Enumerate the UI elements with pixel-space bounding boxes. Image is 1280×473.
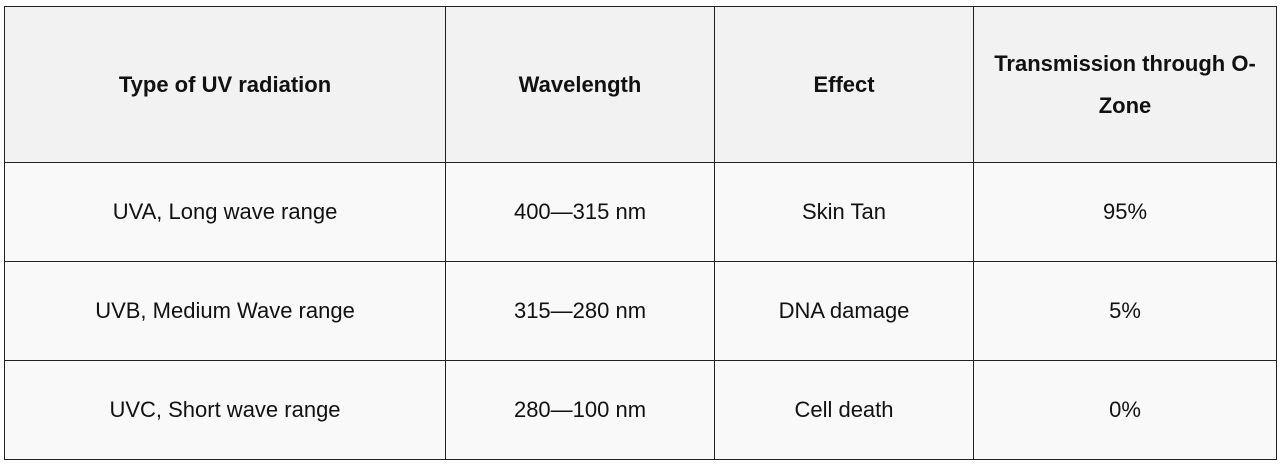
table-cell: 280—100 nm (445, 360, 715, 460)
table-cell: 5% (973, 261, 1277, 361)
table-cell: Skin Tan (714, 162, 974, 262)
table-body: UVA, Long wave range 400—315 nm Skin Tan 95… (4, 162, 1277, 460)
header-cell: Wavelength (445, 6, 715, 163)
header-cell: Type of UV radiation (4, 6, 446, 163)
table-row: UVC, Short wave range 280—100 nm Cell deat… (4, 360, 1277, 460)
header-cell: Effect (714, 6, 974, 163)
table-row: UVB, Medium Wave range 315—280 nm DNA dama… (4, 261, 1277, 361)
table-cell: UVA, Long wave range (4, 162, 446, 262)
table-cell: UVB, Medium Wave range (4, 261, 446, 361)
table-cell: 315—280 nm (445, 261, 715, 361)
table-cell: DNA damage (714, 261, 974, 361)
table-row: UVA, Long wave range 400—315 nm Skin Tan 95… (4, 162, 1277, 262)
header-cell: Transmission through O-Zone (973, 6, 1277, 163)
table-cell: Cell death (714, 360, 974, 460)
table-header: Type of UV radiation Wavelength Effect Tran… (4, 6, 1277, 163)
table-cell: 400—315 nm (445, 162, 715, 262)
table-cell: 0% (973, 360, 1277, 460)
table-cell: 95% (973, 162, 1277, 262)
table-cell: UVC, Short wave range (4, 360, 446, 460)
uv-table: Type of UV radiation Wavelength Effect Tran… (4, 6, 1277, 460)
header-row: Type of UV radiation Wavelength Effect Tran… (4, 6, 1277, 163)
